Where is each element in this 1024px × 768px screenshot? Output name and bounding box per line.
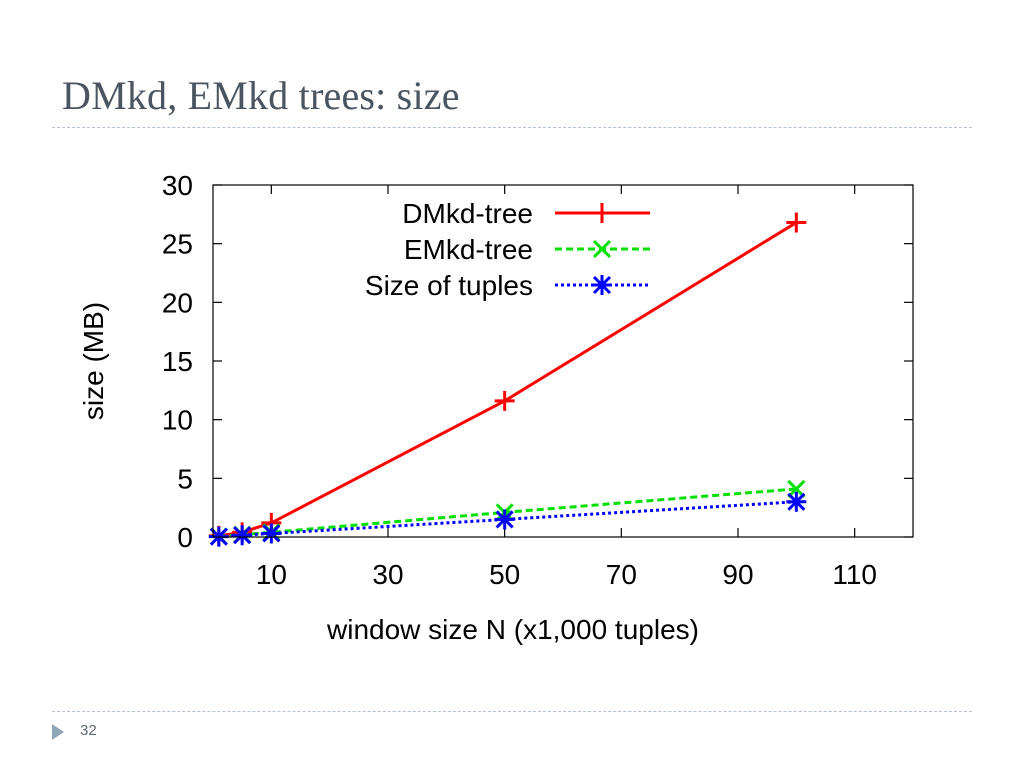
plot-frame [212,184,914,538]
y-tick-label: 0 [177,522,193,553]
y-tick-label: 5 [177,463,193,494]
y-tick-label: 15 [162,346,193,377]
slide-title: DMkd, EMkd trees: size [62,73,460,118]
x-axis-ticks: 10 30 50 70 90 110 [256,185,877,590]
legend-entry: Size of tuples [365,270,650,301]
data-point [232,525,253,546]
y-tick-label: 25 [162,229,193,260]
series-layer [208,212,807,547]
legend: DMkd-tree EMkd-tree Size of tuples [365,198,650,301]
y-tick-label: 20 [162,287,193,318]
x-tick-label: 50 [489,559,520,590]
legend-label: Size of tuples [365,270,533,301]
legend-label: EMkd-tree [404,234,533,265]
x-tick-label: 30 [372,559,403,590]
footer-divider [52,711,972,712]
footer-arrow-icon [52,724,64,740]
slide-number: 32 [80,722,97,739]
series-line [218,487,797,538]
data-point [261,523,282,544]
y-axis-ticks: 0 5 10 15 20 25 30 [162,170,913,553]
series-emkd-tree [209,479,806,546]
legend-marker [592,275,612,295]
data-point [786,212,807,233]
x-tick-label: 10 [256,559,287,590]
y-axis-label: size (MB) [78,302,109,420]
x-tick-label: 90 [722,559,753,590]
data-point [494,509,515,530]
legend-marker [592,239,612,259]
x-axis-label: window size N (x1,000 tuples) [326,614,699,645]
legend-entry: DMkd-tree [402,198,650,229]
line-chart: 0 5 10 15 20 25 30 10 30 50 70 90 110 DMkd-tree EMkd… [78,170,914,645]
legend-label: DMkd-tree [402,198,533,229]
x-tick-label: 70 [606,559,637,590]
title-divider [52,127,972,128]
x-tick-label: 110 [832,559,877,590]
data-point [494,390,515,411]
data-point [787,479,806,498]
data-point [786,491,807,512]
legend-entry: EMkd-tree [404,234,650,265]
y-tick-label: 30 [162,170,193,201]
legend-marker [592,203,612,223]
y-tick-label: 10 [162,405,193,436]
series-size-of-tuples [208,491,807,547]
